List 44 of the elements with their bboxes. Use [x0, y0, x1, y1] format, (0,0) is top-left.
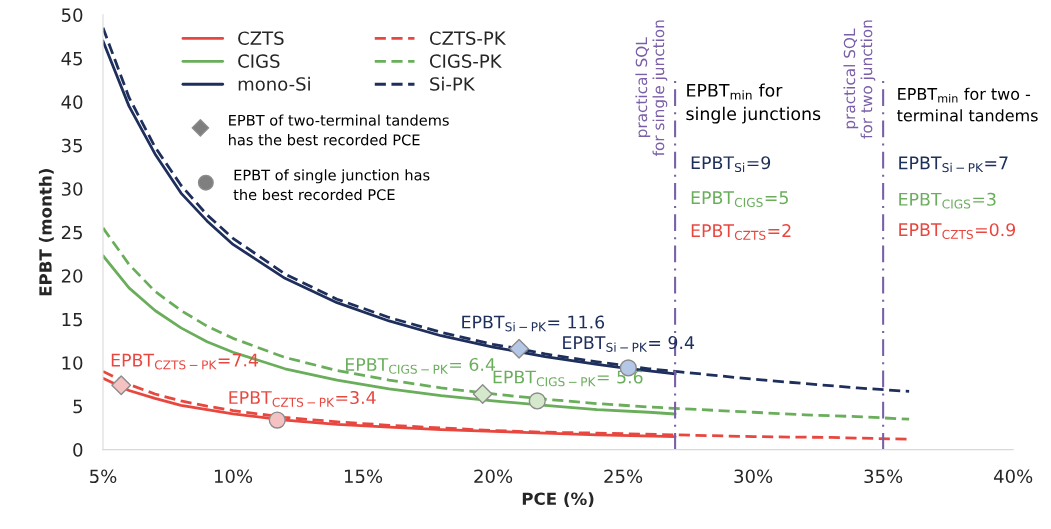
x-tick-label: 35%	[864, 469, 903, 484]
legend-label: CZTS	[238, 31, 284, 46]
y-tick-label: 45	[61, 51, 82, 66]
x-tick-label: 30%	[734, 469, 773, 484]
legend-label: CZTS-PK	[429, 31, 507, 46]
annotation: EPBT$_{CZTS}$=0.9	[899, 223, 1016, 240]
annotation: EPBT$_{Si−PK}$=7	[899, 156, 1008, 173]
data-label: EPBT$_{Si−PK}$= 11.6	[462, 315, 605, 332]
y-axis-title: EPBT (month)	[38, 169, 54, 296]
data-label: EPBT$_{CIGS−PK}$= 5.6	[493, 370, 643, 387]
y-tick-label: 0	[73, 443, 83, 457]
annotation: EPBT$_{CIGS}$=3	[899, 192, 996, 209]
annotation: EPBT of two-terminal tandems has the best recorded PCE	[229, 114, 449, 146]
annotation: EPBT$_{CIGS}$=5	[691, 191, 788, 207]
x-tick-label: 20%	[474, 469, 513, 484]
legend-label: CIGS-PK	[429, 54, 502, 68]
y-tick-label: 50	[61, 8, 83, 22]
x-axis-title: PCE (%)	[522, 492, 594, 507]
y-tick-label: 10	[62, 356, 83, 370]
data-label: EPBT$_{Si−PK}$= 9.4	[563, 335, 695, 352]
y-tick-label: 15	[62, 312, 82, 327]
y-tick-label: 40	[61, 95, 83, 109]
legend-label: CIGS	[238, 54, 280, 68]
x-tick-label: 10%	[214, 469, 253, 484]
y-tick-label: 35	[61, 138, 82, 153]
legend-label: mono-Si	[238, 76, 310, 91]
data-label: EPBT$_{CZTS−PK}$=7.4	[111, 353, 259, 370]
ref-line-label: practical SQL for single junction	[635, 20, 668, 157]
data-label: EPBT$_{CZTS−PK}$=3.4	[229, 390, 376, 407]
ref-line-label: practical SQL for two junction	[843, 20, 876, 139]
x-tick-label: 25%	[604, 469, 643, 484]
x-tick-label: 40%	[993, 469, 1033, 484]
annotation: EPBT$_{Si}$=9	[691, 156, 771, 173]
annotation: EPBT$_{min}$ for single junctions	[686, 83, 821, 124]
y-tick-label: 20	[61, 269, 83, 283]
annotation: EPBT$_{min}$ for two - terminal tandems	[897, 87, 1038, 122]
legend-label: Si-PK	[430, 76, 476, 91]
y-tick-label: 30	[61, 182, 83, 196]
x-tick-label: 5%	[90, 469, 117, 484]
annotation: EPBT of single junction has the best recorded PCE	[233, 169, 430, 201]
x-tick-label: 15%	[344, 469, 383, 484]
y-tick-label: 25	[61, 225, 82, 240]
annotation: EPBT$_{CZTS}$=2	[691, 224, 791, 240]
y-tick-label: 5	[73, 399, 82, 414]
